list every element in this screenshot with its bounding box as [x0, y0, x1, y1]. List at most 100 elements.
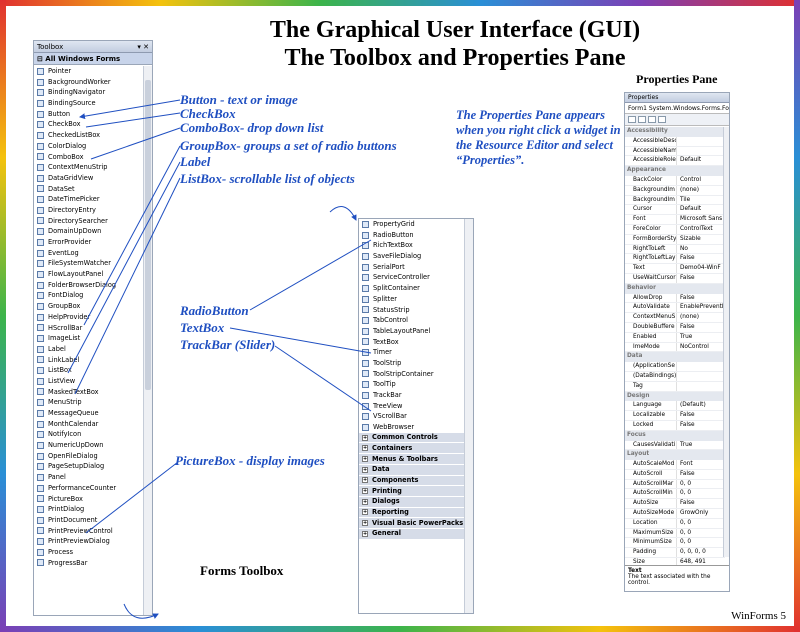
property-value[interactable]: True	[680, 441, 693, 448]
property-category-layout[interactable]: Layout	[625, 450, 725, 461]
toolbox-item-pagesetupdialog[interactable]: PageSetupDialog	[34, 461, 144, 472]
toolbox-item-linklabel[interactable]: LinkLabel	[34, 355, 144, 366]
toolbox-item-servicecontroller[interactable]: ServiceController	[359, 272, 465, 283]
property-row[interactable]: AutoSizeMode GrowOnly	[625, 509, 725, 519]
property-row[interactable]: AutoScrollMin 0, 0	[625, 489, 725, 500]
toolbox-item-textbox[interactable]: TextBox	[359, 337, 465, 348]
property-row[interactable]: ContextMenuS (none)	[625, 313, 725, 323]
toolbox-item-errorprovider[interactable]: ErrorProvider	[34, 237, 144, 248]
property-value[interactable]: 0, 0	[680, 529, 692, 536]
toolbox-item-printdocument[interactable]: PrintDocument	[34, 515, 144, 526]
toolbox-item-notifyicon[interactable]: NotifyIcon	[34, 429, 144, 440]
property-row[interactable]: ImeMode NoControl	[625, 342, 725, 353]
toolbox-group-data[interactable]: + Data	[359, 464, 465, 476]
property-row[interactable]: AutoScrollMar 0, 0	[625, 479, 725, 490]
toolbox-item-radiobutton[interactable]: RadioButton	[359, 230, 465, 241]
property-value[interactable]: Tile	[680, 196, 691, 203]
toolbox-item-toolstrip[interactable]: ToolStrip	[359, 358, 465, 369]
toolbox-item-directorysearcher[interactable]: DirectorySearcher	[34, 216, 144, 227]
property-value[interactable]: Demo04-WinF	[680, 265, 721, 272]
property-row[interactable]: Padding 0, 0, 0, 0	[625, 548, 725, 559]
toolbox-item-toolstripcontainer[interactable]: ToolStripContainer	[359, 369, 465, 380]
toolbox-group-dialogs[interactable]: + Dialogs	[359, 496, 465, 508]
toolbox-item-tooltip[interactable]: ToolTip	[359, 379, 465, 390]
expand-icon[interactable]: +	[362, 530, 368, 537]
property-row[interactable]: BackgroundIm Tile	[625, 195, 725, 206]
expand-icon[interactable]: +	[362, 477, 368, 484]
toolbox-item-filesystemwatcher[interactable]: FileSystemWatcher	[34, 258, 144, 269]
property-value[interactable]: False	[680, 421, 695, 428]
toolbox-group-printing[interactable]: + Printing	[359, 486, 465, 497]
property-category-design[interactable]: Design	[625, 391, 725, 402]
property-row[interactable]: AutoScroll False	[625, 469, 725, 480]
toolbox-item-serialport[interactable]: SerialPort	[359, 262, 465, 273]
property-value[interactable]: No	[680, 245, 688, 252]
property-row[interactable]: Localizable False	[625, 411, 725, 421]
property-row[interactable]: AutoValidate EnablePreventFo	[625, 303, 725, 314]
toolbox-item-eventlog[interactable]: EventLog	[34, 248, 144, 259]
toolbox-item-printpreviewdialog[interactable]: PrintPreviewDialog	[34, 536, 144, 547]
toolbox-item-listbox[interactable]: ListBox	[34, 365, 144, 376]
property-row[interactable]: Enabled True	[625, 332, 725, 343]
property-value[interactable]: False	[680, 500, 695, 507]
property-category-appearance[interactable]: Appearance	[625, 166, 725, 176]
property-row[interactable]: (DataBindings)	[625, 371, 725, 382]
toolbox-item-button[interactable]: Button	[34, 109, 144, 120]
property-value[interactable]: Control	[680, 176, 701, 183]
property-value[interactable]: 0, 0	[680, 539, 692, 546]
property-category-behavior[interactable]: Behavior	[625, 283, 725, 294]
toolbox-group-reporting[interactable]: + Reporting	[359, 507, 465, 519]
property-row[interactable]: CausesValidati True	[625, 440, 725, 451]
toolbox-item-datagridview[interactable]: DataGridView	[34, 173, 144, 184]
events-icon[interactable]	[658, 116, 666, 123]
toolbox-item-tabcontrol[interactable]: TabControl	[359, 315, 465, 326]
property-value[interactable]: False	[680, 323, 695, 330]
property-value[interactable]: False	[680, 412, 695, 419]
toolbox-item-checkedlistbox[interactable]: CheckedListBox	[34, 130, 144, 141]
property-value[interactable]: NoControl	[680, 343, 709, 350]
expand-icon[interactable]: +	[362, 498, 368, 505]
property-value[interactable]: 0, 0	[680, 480, 692, 487]
expand-icon[interactable]: +	[362, 520, 368, 527]
property-value[interactable]: Microsoft Sans	[680, 216, 723, 223]
toolbox-item-contextmenustrip[interactable]: ContextMenuStrip	[34, 162, 144, 173]
property-value[interactable]: False	[680, 470, 695, 477]
toolbox-item-flowlayoutpanel[interactable]: FlowLayoutPanel	[34, 269, 144, 280]
toolbox-group-containers[interactable]: + Containers	[359, 443, 465, 455]
toolbox-item-maskedtextbox[interactable]: MaskedTextBox	[34, 387, 144, 398]
toolbox-item-savefiledialog[interactable]: SaveFileDialog	[359, 251, 465, 262]
property-value[interactable]: 648, 491	[680, 559, 706, 566]
property-row[interactable]: MinimumSize 0, 0	[625, 538, 725, 549]
toolbox-item-groupbox[interactable]: GroupBox	[34, 301, 144, 312]
toolbox-item-label[interactable]: Label	[34, 344, 144, 355]
property-row[interactable]: Cursor Default	[625, 205, 725, 216]
toolbox-item-checkbox[interactable]: CheckBox	[34, 119, 144, 130]
toolbox-item-performancecounter[interactable]: PerformanceCounter	[34, 483, 144, 494]
property-row[interactable]: AccessibleName	[625, 146, 725, 157]
property-row[interactable]: AutoScaleMod Font	[625, 460, 725, 470]
toolbox-item-numericupdown[interactable]: NumericUpDown	[34, 440, 144, 451]
toolbox-item-statusstrip[interactable]: StatusStrip	[359, 305, 465, 316]
alphabetical-icon[interactable]	[638, 116, 646, 123]
property-row[interactable]: ForeColor ControlText	[625, 224, 725, 235]
toolbox-item-bindingnavigator[interactable]: BindingNavigator	[34, 87, 144, 98]
toolbox-item-directoryentry[interactable]: DirectoryEntry	[34, 205, 144, 216]
toolbox-item-folderbrowserdialog[interactable]: FolderBrowserDialog	[34, 280, 144, 291]
property-row[interactable]: Locked False	[625, 420, 725, 431]
property-value[interactable]: ControlText	[680, 225, 713, 232]
toolbox-item-colordialog[interactable]: ColorDialog	[34, 141, 144, 152]
toolbox-group-general[interactable]: + General	[359, 528, 465, 540]
expand-icon[interactable]: +	[362, 488, 368, 495]
property-row[interactable]: AutoSize False	[625, 499, 725, 510]
property-row[interactable]: MaximumSize 0, 0	[625, 528, 725, 539]
property-value[interactable]: True	[680, 333, 693, 340]
property-row[interactable]: DoubleBuffere False	[625, 322, 725, 333]
toolbox-group-visual-basic-powerpacks[interactable]: + Visual Basic PowerPacks	[359, 518, 465, 529]
property-row[interactable]: FormBorderSty Sizable	[625, 234, 725, 245]
property-value[interactable]: (Default)	[680, 402, 706, 409]
toolbox-scroll-thumb[interactable]	[145, 80, 151, 390]
property-row[interactable]: RightToLeftLay False	[625, 254, 725, 265]
toolbox-scrolled-scrollbar[interactable]	[464, 219, 473, 613]
property-row[interactable]: AccessibleDesc	[625, 136, 725, 147]
toolbox-header-controls[interactable]: ▾ ✕	[137, 43, 149, 51]
